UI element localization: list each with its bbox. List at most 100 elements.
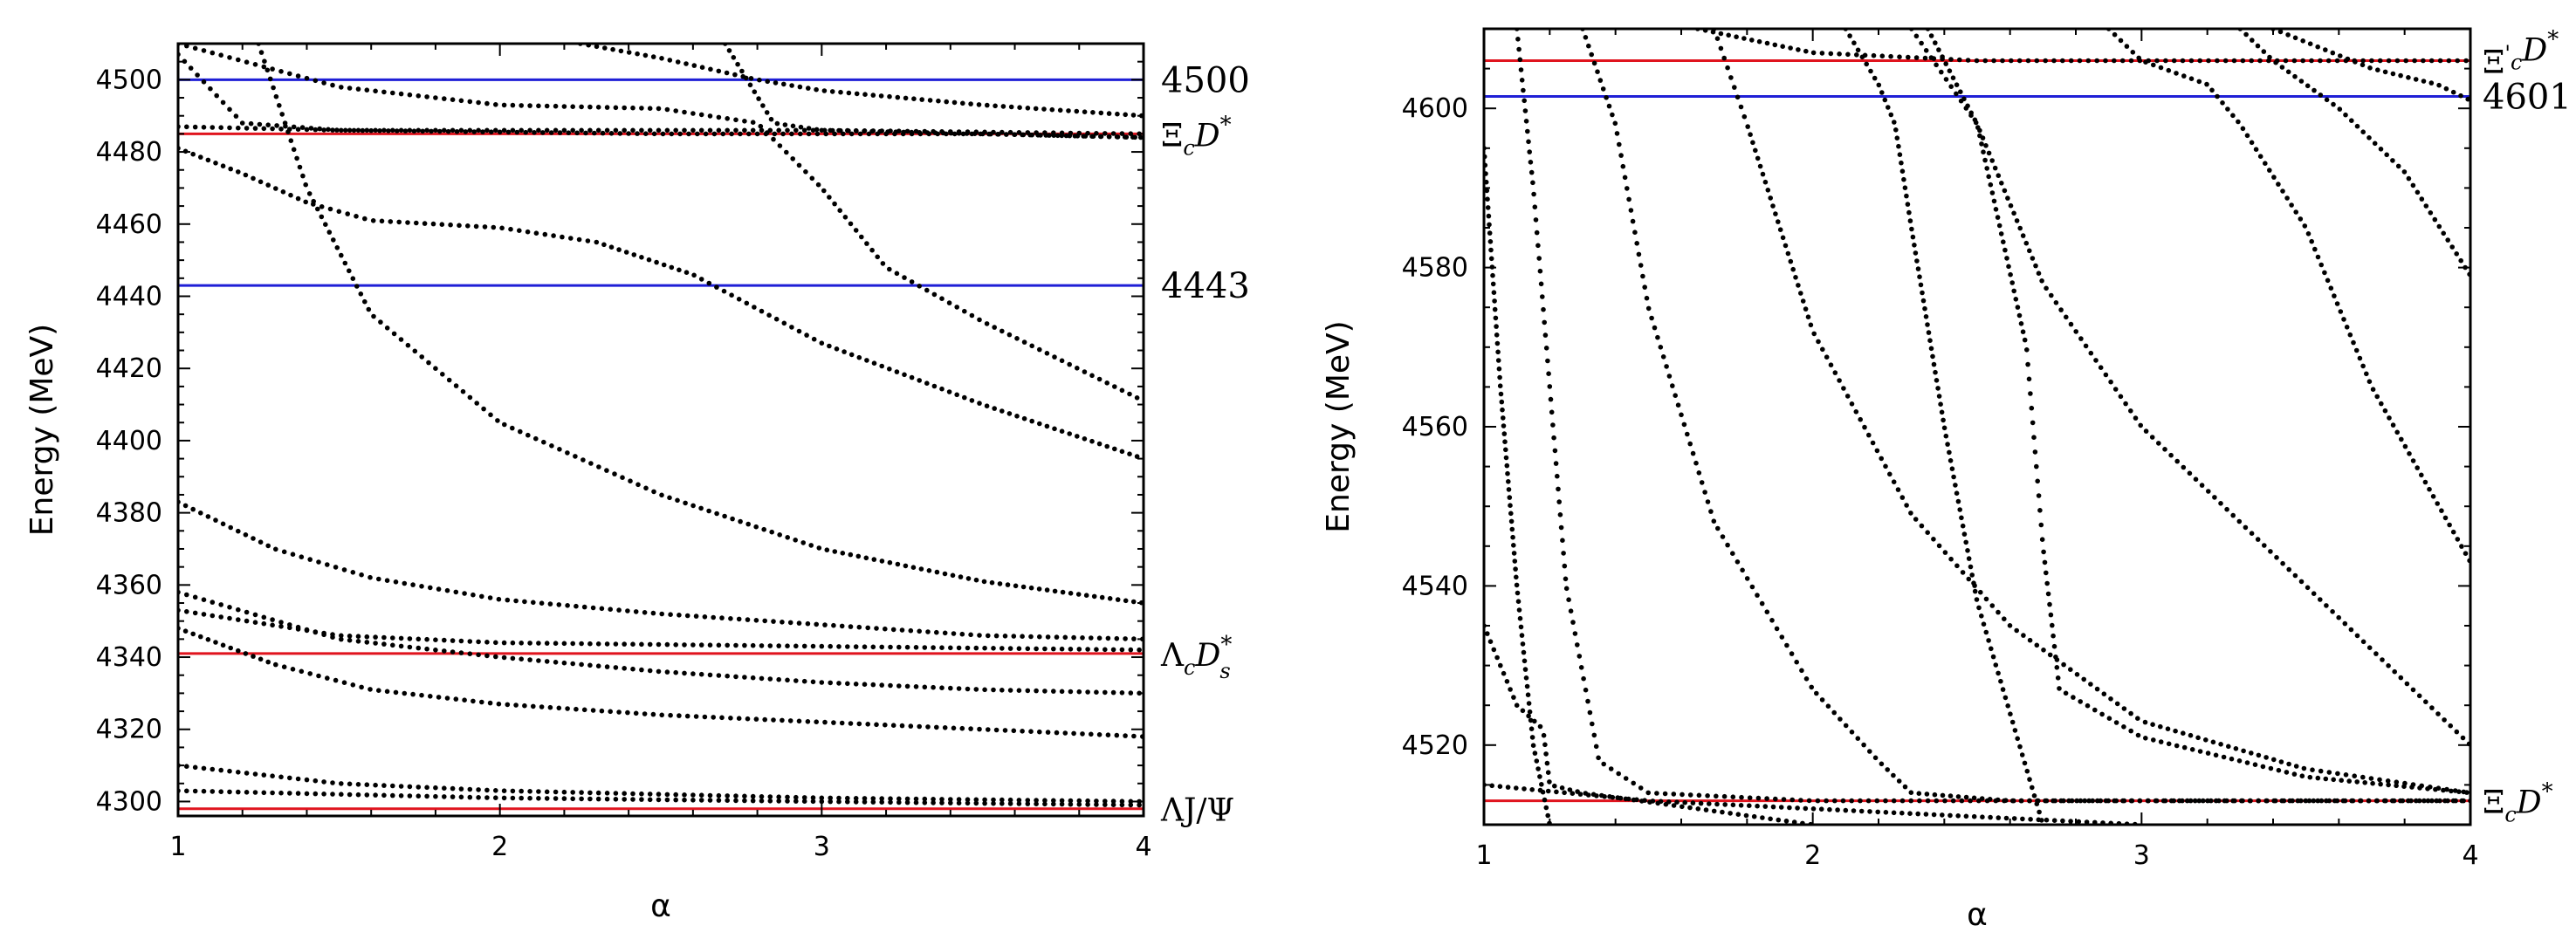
data-point [745, 617, 751, 622]
data-point [2054, 665, 2060, 670]
data-point [1051, 133, 1056, 138]
data-point [2276, 767, 2282, 773]
data-point [1824, 354, 1830, 360]
data-point [1760, 171, 1766, 177]
data-point [2218, 501, 2223, 506]
data-point [698, 127, 704, 134]
data-point [518, 428, 523, 435]
data-point [659, 712, 664, 718]
data-point [2261, 49, 2267, 54]
data-point [1505, 470, 1510, 476]
data-point [982, 797, 987, 803]
data-point [303, 199, 309, 205]
data-point [1045, 730, 1051, 735]
data-point [2326, 798, 2332, 804]
data-point [853, 796, 859, 801]
data-point [476, 639, 481, 645]
data-point [836, 795, 841, 801]
data-point [283, 123, 288, 129]
data-point [862, 92, 868, 97]
data-point [1690, 450, 1696, 456]
data-point [244, 126, 250, 131]
data-point [407, 127, 413, 134]
data-point [2002, 247, 2008, 253]
data-point [218, 614, 223, 620]
data-point [677, 267, 682, 273]
data-point [2160, 798, 2167, 804]
data-point [541, 439, 546, 445]
data-point [2292, 572, 2298, 579]
data-point [2286, 761, 2291, 767]
data-point [1721, 55, 1727, 61]
data-point [321, 630, 326, 636]
data-point [519, 795, 524, 801]
data-point [1670, 383, 1675, 388]
data-point [880, 261, 886, 266]
data-point [776, 676, 781, 682]
data-point [442, 794, 447, 799]
data-point [804, 332, 809, 338]
data-point [2128, 710, 2133, 716]
data-point [359, 572, 364, 578]
data-point [2187, 470, 2193, 476]
data-point [467, 794, 473, 800]
data-point [510, 425, 515, 431]
data-point [1091, 593, 1097, 600]
data-point [2036, 271, 2042, 277]
data-point [390, 127, 395, 134]
x-tick-label: 2 [491, 832, 508, 862]
data-point [1969, 572, 1975, 578]
data-point [780, 717, 785, 723]
data-point [913, 799, 919, 805]
x-axis-title: α [1967, 897, 1988, 933]
data-point [2184, 798, 2190, 804]
data-point [1131, 636, 1137, 641]
data-point [368, 687, 373, 692]
data-point [668, 712, 673, 718]
data-point [896, 799, 902, 805]
data-point [1711, 808, 1717, 814]
data-point [1714, 793, 1719, 799]
data-point [698, 792, 704, 798]
data-point [336, 209, 342, 215]
data-point [969, 398, 975, 403]
data-point [2381, 798, 2387, 804]
data-point [630, 105, 635, 111]
data-point [574, 603, 579, 609]
data-point [863, 555, 869, 561]
data-point [2001, 239, 2006, 245]
data-point [2358, 798, 2364, 804]
threshold-label-3: ΛcD* s [1160, 632, 1232, 683]
data-point [1610, 112, 1615, 118]
data-point [2011, 816, 2017, 821]
data-point [840, 551, 846, 556]
data-point [1034, 798, 1039, 803]
data-point [1034, 801, 1039, 806]
data-point [2255, 537, 2261, 542]
data-point [682, 127, 687, 134]
data-point [659, 492, 664, 498]
data-point [381, 792, 387, 798]
data-point [1989, 158, 1995, 163]
data-point [925, 724, 931, 730]
data-point [1891, 798, 1897, 804]
data-point [2005, 195, 2010, 201]
data-point [1037, 346, 1042, 353]
data-point [1595, 69, 1600, 74]
data-point [2301, 765, 2307, 771]
data-point [1955, 813, 1961, 819]
data-point [664, 797, 670, 803]
data-point [502, 422, 507, 428]
data-point [321, 80, 326, 86]
data-point [2053, 655, 2058, 660]
data-point [1879, 456, 1884, 462]
data-point [430, 221, 436, 227]
data-point [677, 613, 682, 618]
data-point [227, 125, 232, 131]
data-point [742, 642, 747, 648]
data-point [856, 624, 862, 630]
data-point [1783, 243, 1789, 249]
data-point [2442, 717, 2447, 723]
data-point [258, 179, 264, 185]
data-point [1943, 77, 1949, 82]
